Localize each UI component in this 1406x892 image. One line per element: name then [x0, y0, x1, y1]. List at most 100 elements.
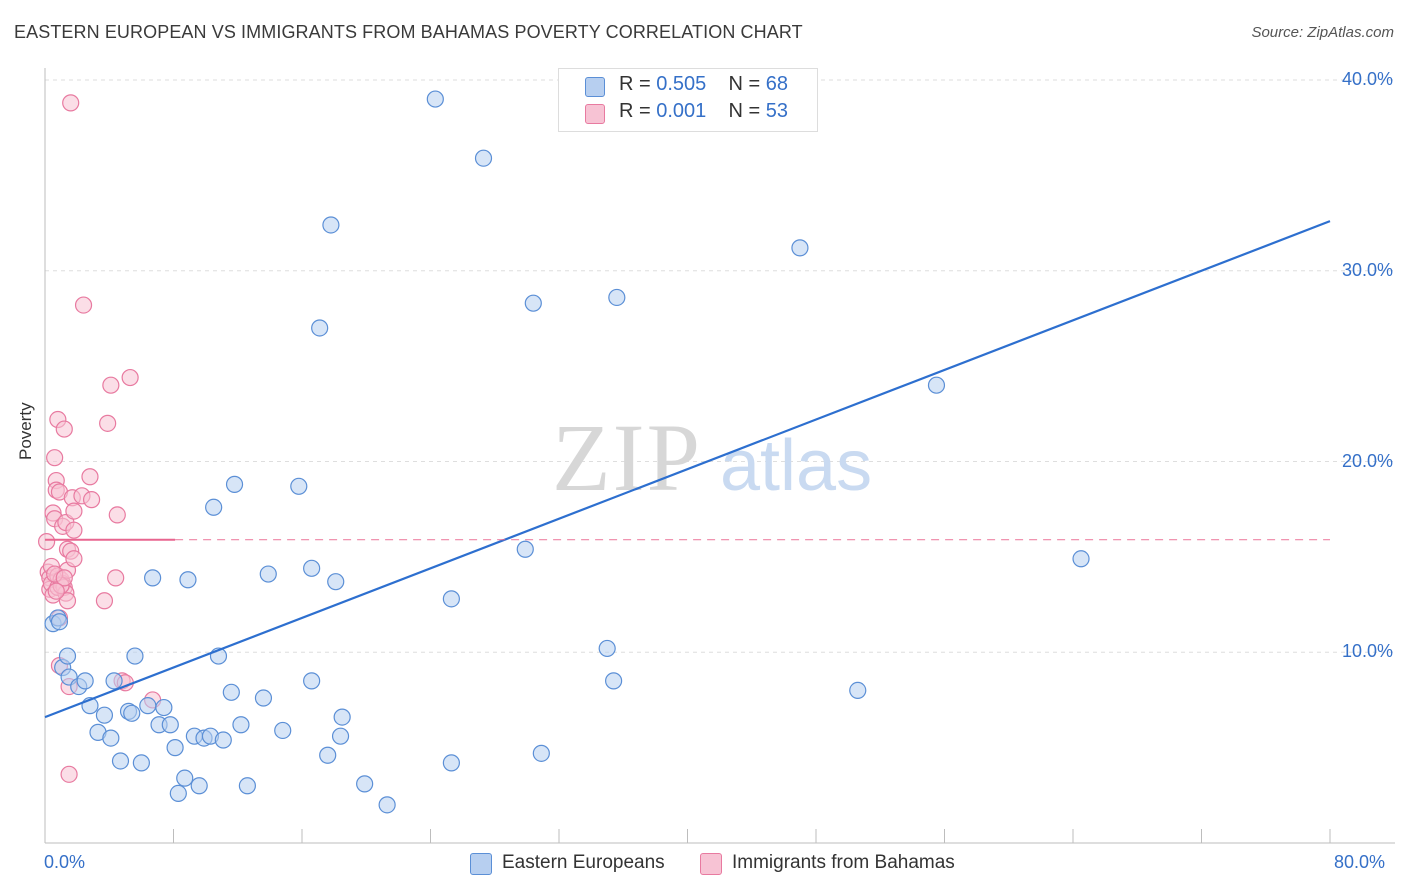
eastern-european-point	[274, 721, 292, 740]
eastern-european-point	[179, 571, 197, 589]
eastern-european-point	[303, 559, 321, 577]
bahamas-point	[60, 765, 78, 783]
r-label: R =	[619, 100, 651, 122]
eastern-european-point	[426, 90, 444, 108]
bahamas-point	[55, 569, 73, 587]
legend-swatch-blue	[470, 853, 492, 875]
eastern-european-point	[76, 672, 94, 690]
eastern-european-point	[95, 706, 114, 724]
trend-lines	[44, 220, 1331, 719]
watermark-zip: ZIP	[552, 404, 702, 511]
eastern-european-point	[319, 746, 337, 764]
eastern-european-point	[849, 681, 867, 700]
eastern-european-point	[144, 569, 162, 587]
y-tick-label: 40.0%	[1341, 69, 1393, 89]
bahamas-point	[58, 592, 77, 610]
eastern-european-point	[331, 727, 350, 745]
y-tick-label: 20.0%	[1341, 450, 1393, 471]
eastern-european-point	[356, 775, 374, 793]
eastern-european-point	[322, 216, 340, 234]
eastern-european-point	[254, 689, 273, 707]
legend-label: Eastern Europeans	[502, 852, 665, 873]
n-label: N =	[728, 73, 761, 95]
eastern-european-point	[238, 777, 256, 795]
legend-swatch-blue	[585, 77, 605, 97]
eastern-european-point	[259, 565, 277, 583]
eastern-european-point	[169, 784, 187, 803]
bahamas-point	[121, 368, 139, 387]
gridlines	[45, 79, 1395, 653]
bahamas-point	[82, 491, 101, 509]
eastern-european-point	[532, 744, 550, 762]
bahamas-point	[108, 506, 126, 524]
eastern-european-point	[155, 698, 173, 717]
r-value: 0.505	[656, 73, 707, 95]
eastern-european-point	[311, 319, 329, 337]
y-axis-title: Poverty	[16, 402, 35, 460]
bahamas-point	[65, 502, 83, 520]
bahamas-point	[65, 550, 83, 568]
chart-title: EASTERN EUROPEAN VS IMMIGRANTS FROM BAHA…	[14, 22, 803, 42]
eastern-european-point	[214, 731, 232, 749]
eastern-european-point	[126, 647, 144, 665]
n-value: 68	[765, 73, 789, 95]
legend-swatch-pink	[585, 104, 605, 124]
trend-line-eastern-europeans	[44, 220, 1331, 719]
r-label: R =	[619, 73, 651, 95]
bahamas-point	[46, 449, 64, 467]
bahamas-point	[38, 533, 56, 551]
eastern-european-point	[161, 716, 179, 734]
series-bahamas-points	[38, 94, 162, 783]
x-tick-label-max: 80.0%	[1334, 852, 1386, 872]
x-tick-label-min: 0.0%	[44, 852, 86, 872]
eastern-european-point	[605, 672, 623, 690]
y-tick-label: 10.0%	[1341, 641, 1393, 662]
eastern-european-point	[608, 288, 626, 307]
eastern-european-point	[123, 704, 141, 722]
eastern-european-point	[166, 739, 184, 757]
eastern-european-point	[442, 590, 460, 608]
axes	[44, 68, 1395, 844]
eastern-european-point	[139, 697, 157, 715]
eastern-european-point	[111, 752, 130, 770]
eastern-european-point	[102, 729, 120, 747]
source-label: Source: ZipAtlas.com	[1251, 24, 1394, 41]
n-value: 53	[765, 100, 789, 122]
legend-swatch-pink	[700, 853, 722, 875]
eastern-european-point	[333, 708, 351, 726]
eastern-european-point	[290, 477, 308, 495]
eastern-european-point	[1072, 550, 1090, 568]
bahamas-point	[81, 468, 99, 486]
eastern-european-point	[225, 475, 244, 493]
series-eastern-europeans-points	[44, 71, 1090, 814]
eastern-european-point	[442, 754, 460, 772]
bahamas-point	[95, 592, 114, 610]
eastern-european-point	[927, 376, 946, 394]
eastern-european-point	[105, 672, 123, 690]
eastern-european-point	[232, 716, 250, 734]
eastern-european-point	[205, 498, 223, 516]
r-value: 0.001	[656, 100, 707, 122]
eastern-european-point	[58, 647, 77, 665]
eastern-european-point	[474, 149, 493, 167]
n-label: N =	[728, 100, 761, 122]
bahamas-point	[107, 569, 125, 587]
bahamas-point	[99, 414, 117, 432]
eastern-european-point	[598, 639, 616, 658]
eastern-european-point	[303, 672, 321, 690]
eastern-european-point	[50, 613, 69, 631]
eastern-european-point	[176, 769, 194, 787]
bahamas-point	[65, 521, 83, 539]
eastern-european-point	[516, 540, 534, 558]
bahamas-point	[55, 420, 73, 438]
stats-legend: R = 0.505 N = 68 R = 0.001 N = 53	[558, 68, 818, 132]
y-tick-label: 30.0%	[1341, 259, 1393, 280]
legend-label: Immigrants from Bahamas	[732, 852, 955, 873]
eastern-european-point	[378, 796, 396, 814]
watermark: ZIP atlas	[552, 404, 872, 511]
bahamas-point	[102, 376, 120, 394]
bahamas-point	[74, 296, 93, 314]
eastern-european-point	[327, 573, 345, 591]
eastern-european-point	[132, 754, 150, 772]
